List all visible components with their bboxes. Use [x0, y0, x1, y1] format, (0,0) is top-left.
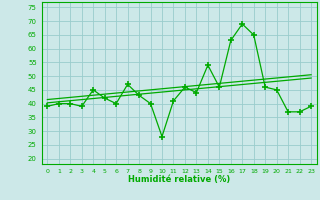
- X-axis label: Humidité relative (%): Humidité relative (%): [128, 175, 230, 184]
